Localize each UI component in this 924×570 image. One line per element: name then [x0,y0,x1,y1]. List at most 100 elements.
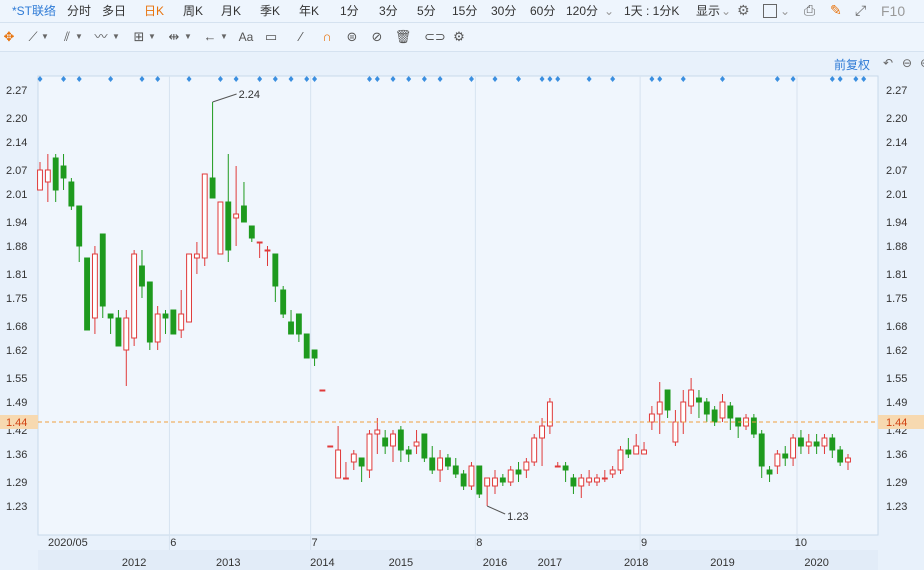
tab-week-k[interactable]: 周K [183,4,204,18]
candle [554,462,561,468]
stock-name[interactable]: *ST联络 [12,4,57,18]
chevron-down-icon[interactable]: ▼ [41,32,49,41]
candle-body [750,417,757,435]
zoom-in-icon[interactable]: ⊕ [918,56,924,70]
candle-body [350,453,357,463]
tab-30min[interactable]: 30分 [491,4,517,18]
gear-icon[interactable]: ⚙ [737,2,750,18]
price-tick-label: 1.55 [886,373,907,385]
candle-body [311,349,318,359]
candle-body [358,457,365,467]
expand-icon[interactable]: ⤢ [855,2,867,18]
camera-icon[interactable]: ⎙ [804,2,816,18]
candle-body [711,409,718,423]
chevron-down-icon[interactable]: ▼ [148,32,156,41]
event-marker [272,76,278,82]
wave-icon[interactable]: 〰 [94,29,108,44]
candle-body [539,425,545,439]
event-markers [37,76,867,82]
candle [186,253,192,323]
text-icon[interactable]: Aa [238,30,254,44]
candle-body [44,169,51,183]
delete-icon[interactable]: 🗑 [394,29,412,44]
period-selector[interactable]: 1天 : 1分K [624,4,680,18]
zoom-out-icon[interactable]: ⊖ [901,56,913,70]
event-marker [76,76,82,82]
event-marker [139,76,145,82]
candle-body [178,313,185,331]
period-tab-bar: *ST联络 分时 多日 日K 周K 月K 季K 年K 1分 3分 5分 15分 … [0,0,924,23]
candle [295,313,302,342]
candle [178,290,185,338]
candle-body [805,441,812,447]
note-icon[interactable]: ▭ [264,29,278,44]
line-icon[interactable]: ⟋ [28,29,38,44]
chevron-down-icon[interactable]: ▼ [75,32,83,41]
drawing-toolbar: ✥ ⟋ ▼ ⫽ ▼ 〰 ▼ ⊞ ▼ ⇹ ▼ ← ▼ Aa ▭ ∕ ∩ ⊜ ⊘ 🗑… [0,23,924,52]
candle [444,454,451,470]
candle [829,434,836,458]
candle [594,474,600,486]
pencil-icon[interactable]: ✎ [830,2,842,18]
magnet-icon[interactable]: ∩ [322,29,332,44]
dropdown-caret-icon[interactable]: ⌄ [604,4,615,18]
year-label: 2018 [624,557,648,569]
tab-season-k[interactable]: 季K [260,4,281,18]
tab-5min[interactable]: 5分 [417,4,436,18]
candle-body [484,477,491,487]
chevron-down-icon[interactable]: ▼ [112,32,120,41]
candle [382,430,389,454]
chevron-down-icon[interactable]: ▼ [220,32,228,41]
candle [664,389,671,418]
channel-icon[interactable]: ⫽ [64,29,70,44]
candle [696,390,702,418]
settings-icon[interactable]: ⚙ [453,29,465,44]
hide-icon[interactable]: ⊜ [346,29,358,44]
candle-body [656,401,663,415]
candle [586,470,593,486]
candle [452,458,459,478]
candle [374,418,381,454]
candle-body [193,253,200,259]
adjust-mode-button[interactable]: 前复权 [834,58,871,72]
candle [476,465,483,498]
candle-body [507,469,514,483]
checkbox-icon[interactable] [763,4,777,18]
crosshair-icon[interactable]: ✥ [3,29,15,44]
event-marker [233,76,239,82]
tab-multi-day[interactable]: 多日 [102,4,127,18]
tab-60min[interactable]: 60分 [530,4,556,18]
year-label: 2014 [310,557,334,569]
tab-3min[interactable]: 3分 [379,4,398,18]
measure-icon[interactable]: ⊞ [133,29,145,44]
arrow-icon[interactable]: ← [203,29,217,44]
candle [546,398,553,434]
link-icon[interactable]: ⊂⊃ [424,29,446,44]
chevron-down-icon[interactable]: ▼ [184,32,192,41]
candle [248,225,255,242]
price-tick-label: 1.94 [6,217,27,229]
tab-120min[interactable]: 120分 [566,4,599,18]
year-label: 2017 [538,557,562,569]
chevron-down-icon[interactable]: ⌄ [721,4,732,18]
undo-icon[interactable]: ↶ [882,56,894,70]
range-icon[interactable]: ⇹ [168,29,180,44]
display-menu[interactable]: 显示 [696,4,721,18]
candle-body [813,441,820,447]
f10-button[interactable]: F10 [881,3,906,19]
pen-icon[interactable]: ∕ [299,29,303,44]
tab-day-k[interactable]: 日K [144,4,165,18]
eye-off-icon[interactable]: ⊘ [371,29,383,44]
tab-fenshi[interactable]: 分时 [67,4,92,18]
tab-month-k[interactable]: 月K [221,4,242,18]
chevron-down-icon[interactable]: ⌄ [780,4,791,18]
candle-body [437,457,444,471]
candle-body [84,257,90,331]
tab-year-k[interactable]: 年K [299,4,320,18]
date-label: 2020/05 [48,537,88,549]
candle-body [570,477,577,487]
tab-1min[interactable]: 1分 [340,4,359,18]
candle-body [782,453,789,459]
tab-15min[interactable]: 15分 [452,4,478,18]
